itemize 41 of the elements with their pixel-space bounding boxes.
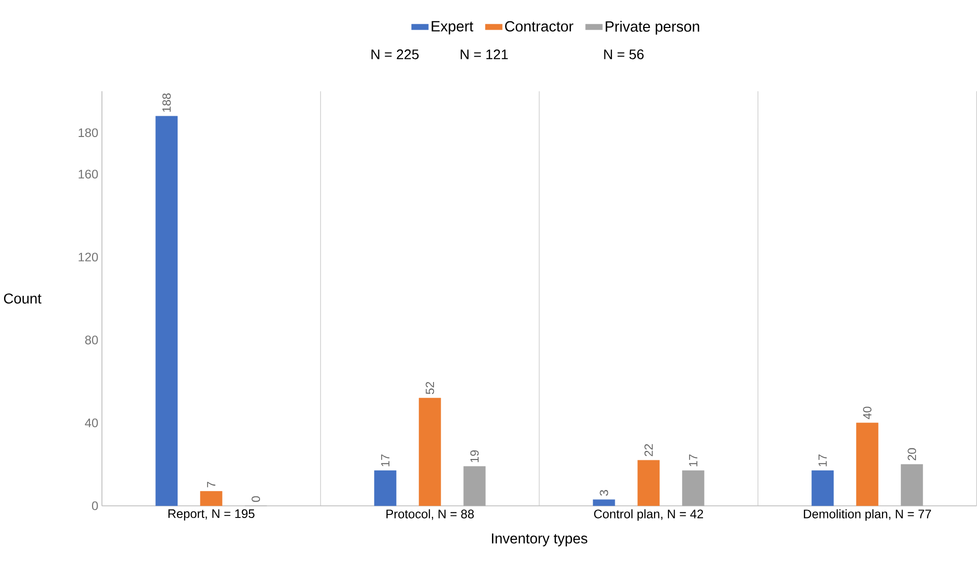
- bar: [682, 470, 704, 506]
- y-tick-label: 160: [78, 170, 98, 178]
- y-tick-label: 40: [84, 418, 98, 428]
- data-label: 17: [381, 454, 390, 466]
- text: N = 56: [604, 49, 644, 60]
- data-label: 19: [470, 450, 479, 462]
- data-label: 17: [689, 454, 698, 466]
- y-tick-label: 0: [92, 501, 98, 510]
- data-label: 20: [908, 448, 916, 460]
- data-label: 3: [600, 490, 608, 496]
- data-label: 52: [426, 382, 434, 394]
- bar: [200, 491, 222, 506]
- data-label: 17: [818, 454, 827, 466]
- bar: [374, 470, 396, 506]
- bar: [638, 460, 660, 506]
- bar: [812, 470, 834, 506]
- x-tick-label: Control plan, N = 42: [594, 509, 704, 521]
- bar: [592, 499, 616, 506]
- x-tick-label: Protocol, N = 88: [386, 509, 474, 520]
- bar: [418, 398, 441, 506]
- bar: [900, 464, 923, 506]
- data-label: 7: [207, 482, 216, 488]
- data-label: 40: [863, 406, 872, 420]
- y-tick-label: 120: [78, 252, 98, 262]
- x-axis-title: Inventory types: [492, 533, 588, 546]
- bar: [856, 422, 878, 506]
- data-label: 0: [252, 496, 260, 502]
- data-label: 22: [644, 444, 653, 456]
- y-tick-label: 180: [78, 128, 98, 137]
- legend-label: Expert: [432, 21, 474, 34]
- text: N = 121: [460, 49, 508, 60]
- text: N = 225: [372, 49, 419, 60]
- x-tick-label: Report, N = 195: [168, 509, 254, 520]
- bar: [463, 466, 486, 506]
- x-tick-label: Demolition plan, N = 77: [804, 509, 931, 521]
- y-axis-title: Count: [4, 293, 42, 304]
- legend-label: Private person: [606, 20, 700, 35]
- bar: [156, 116, 178, 506]
- legend-label: Contractor: [505, 20, 574, 32]
- y-tick-label: 80: [85, 335, 98, 344]
- data-label: 188: [162, 93, 171, 112]
